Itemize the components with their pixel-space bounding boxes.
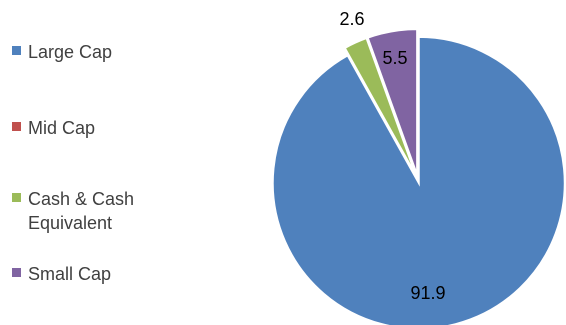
legend-item-cash: Cash & Cash Equivalent bbox=[12, 187, 158, 235]
chart-legend: Large Cap Mid Cap Cash & Cash Equivalent… bbox=[12, 0, 222, 325]
legend-swatch-mid-cap bbox=[12, 122, 21, 131]
legend-label-cash: Cash & Cash Equivalent bbox=[28, 189, 135, 233]
legend-swatch-large-cap bbox=[12, 46, 21, 55]
data-label-cash: 2.6 bbox=[339, 9, 364, 29]
pie-slice-large-cap bbox=[271, 35, 566, 325]
legend-swatch-cash bbox=[12, 193, 21, 202]
legend-swatch-small-cap bbox=[12, 268, 21, 277]
legend-label-small-cap: Small Cap bbox=[28, 264, 112, 284]
legend-item-small-cap: Small Cap bbox=[12, 262, 178, 286]
legend-item-mid-cap: Mid Cap bbox=[12, 116, 178, 140]
data-label-large-cap: 91.9 bbox=[410, 283, 445, 303]
data-label-small-cap: 5.5 bbox=[382, 48, 407, 68]
legend-item-large-cap: Large Cap bbox=[12, 40, 178, 64]
pie-slice-cash bbox=[343, 36, 417, 176]
pie-slice-small-cap bbox=[366, 28, 419, 176]
legend-label-large-cap: Large Cap bbox=[28, 42, 113, 62]
legend-label-mid-cap: Mid Cap bbox=[28, 118, 96, 138]
